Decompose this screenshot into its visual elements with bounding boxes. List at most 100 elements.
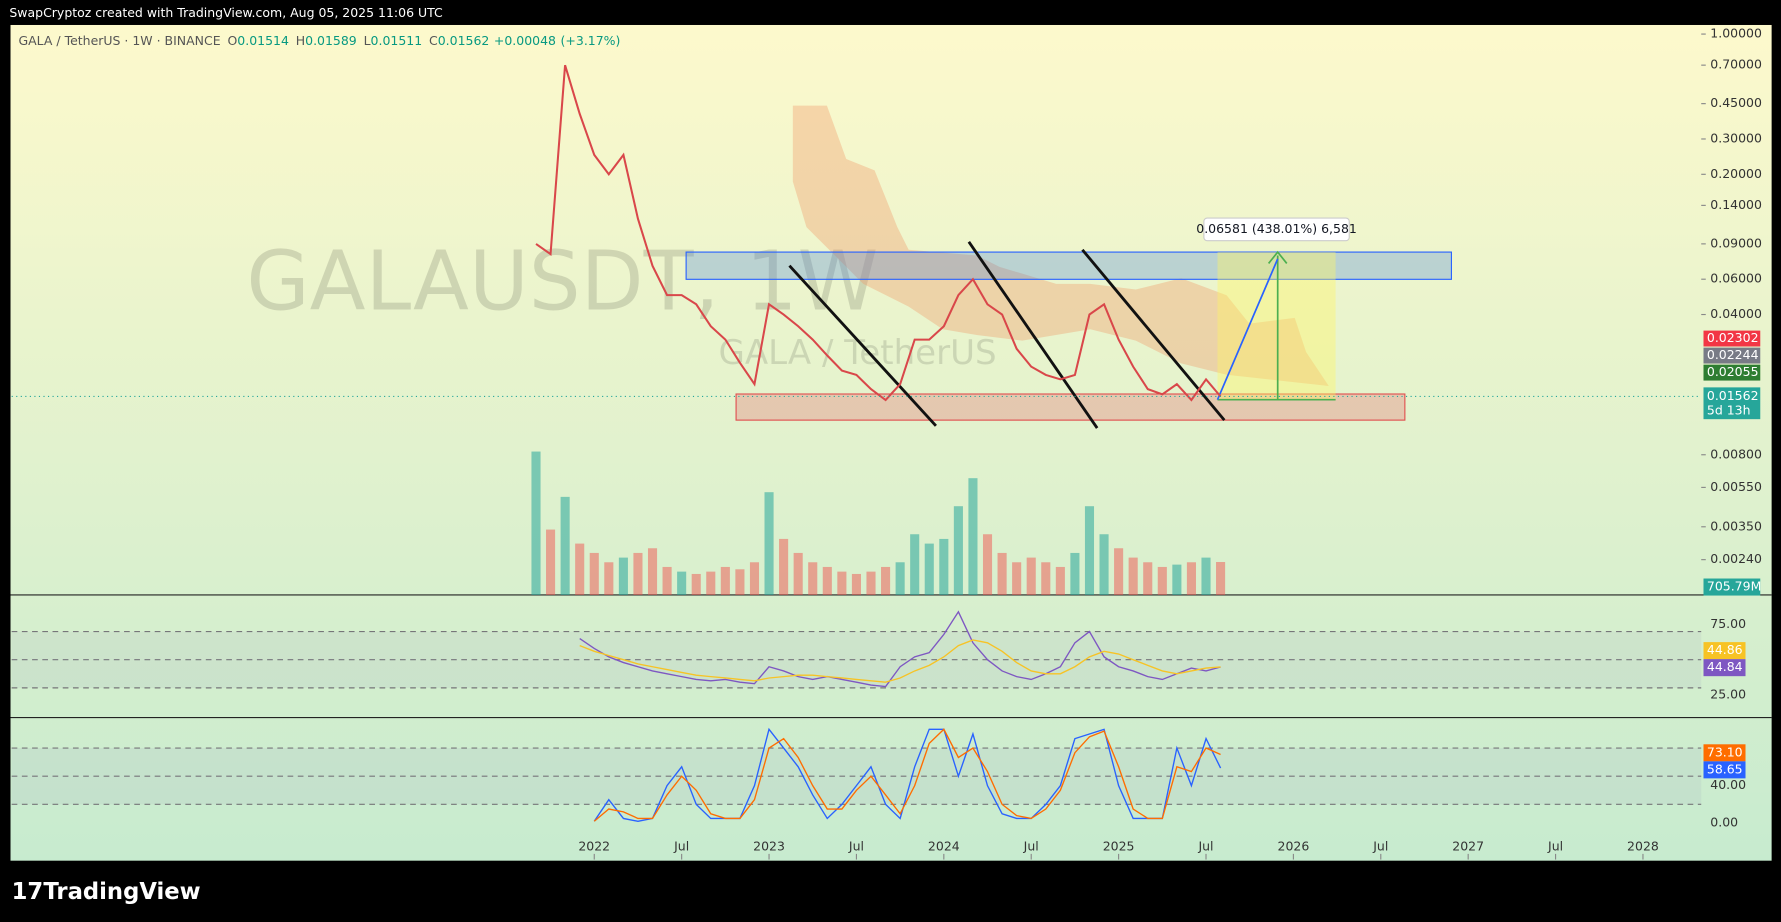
y-tick-label: 0.00550: [1710, 479, 1762, 494]
x-tick-label: 2022: [578, 839, 610, 854]
trendline: [1081, 248, 1226, 422]
x-tick-label: 2026: [1278, 839, 1310, 854]
price-tag: 0.02302: [1707, 330, 1759, 345]
volume-bar: [1216, 562, 1226, 595]
logo-mark: 17: [12, 879, 44, 905]
x-tick-label: Jul: [848, 839, 864, 854]
volume-bar: [1186, 562, 1196, 595]
volume-bar: [1084, 506, 1095, 595]
volume-bar: [1070, 552, 1080, 595]
volume-bar: [633, 552, 643, 595]
x-tick-label: Jul: [673, 839, 689, 854]
legend-value: 0.01589: [305, 32, 357, 47]
x-tick-label: 2025: [1103, 839, 1135, 854]
countdown: 5d 13h: [1707, 403, 1751, 418]
volume-bar: [604, 562, 614, 595]
volume-tag: 705.79M: [1707, 579, 1761, 594]
legend-value: 0.01511: [371, 32, 423, 47]
stoch-tag: 58.65: [1707, 761, 1743, 776]
volume-bar: [1143, 562, 1153, 595]
volume-bar: [808, 562, 818, 595]
legend-value: 0.01562: [438, 32, 490, 47]
stoch-line: [593, 728, 1221, 822]
volume-bar: [618, 557, 628, 595]
volume-bar: [953, 506, 963, 595]
legend-symbol: GALA / TetherUS · 1W · BINANCE: [18, 32, 220, 47]
volume-bar: [546, 529, 556, 595]
volume-bar: [793, 552, 803, 595]
volume-bar: [779, 538, 789, 595]
y-tick-label: 75.00: [1710, 616, 1746, 631]
volume-bar: [531, 451, 541, 595]
y-tick-label: 40.00: [1710, 777, 1746, 792]
volume-tag-bg: [1703, 578, 1761, 596]
volume-bar: [575, 543, 585, 595]
x-tick-label: 2027: [1452, 839, 1484, 854]
stoch-line: [593, 727, 1222, 822]
y-tick-label: 0.00: [1710, 815, 1738, 830]
volume-bar: [560, 496, 570, 595]
band-fill: [11, 631, 1702, 688]
support-zone: [735, 393, 1406, 421]
volume-bar: [866, 571, 876, 595]
volume-bar: [647, 548, 658, 595]
y-tick-label: 1.00000: [1710, 26, 1762, 41]
brand-logo: 17: [12, 879, 44, 905]
volume-bar: [982, 534, 993, 595]
y-tick-label: 0.04000: [1710, 306, 1762, 321]
volume-bar: [589, 552, 599, 595]
volume-bar: [939, 538, 949, 595]
x-tick-label: 2023: [753, 839, 785, 854]
y-tick-label: 0.09000: [1710, 235, 1762, 250]
x-tick-label: Jul: [1197, 839, 1213, 854]
y-tick-label: 0.00800: [1710, 446, 1762, 461]
volume-bar: [997, 552, 1007, 595]
stoch-tag-bg: [1703, 744, 1746, 762]
volume-bar: [1201, 557, 1211, 595]
volume-bar: [881, 566, 891, 595]
volume-bar: [968, 478, 978, 595]
rsi-tag-bg: [1703, 642, 1746, 660]
volume-bar: [837, 571, 847, 595]
x-tick-label: Jul: [1547, 839, 1563, 854]
y-tick-label: 0.06000: [1710, 271, 1762, 286]
price-tag-bg: [1703, 347, 1761, 364]
trendline: [788, 264, 937, 427]
legend-key: O: [227, 32, 237, 47]
legend-key: H: [296, 32, 305, 47]
volume-bar: [706, 571, 716, 595]
trendlines: [788, 241, 1226, 429]
volume-bar: [1128, 557, 1138, 595]
volume-bar: [1157, 566, 1167, 595]
pane-background: [10, 24, 1772, 861]
watermark: GALAUSDT, 1W: [246, 235, 878, 330]
volume-bar: [1055, 566, 1065, 595]
rsi-tag: 44.84: [1707, 659, 1743, 674]
volume-bar: [822, 566, 832, 595]
y-tick-label: 0.00350: [1710, 518, 1762, 533]
current-tag-bg: [1703, 387, 1761, 420]
target-box: [1217, 252, 1336, 400]
volume-bar: [1012, 562, 1022, 595]
volume-bar: [735, 569, 745, 595]
x-tick-label: Jul: [1023, 839, 1039, 854]
legend-key: L: [364, 32, 371, 47]
rsi-tag-bg: [1703, 659, 1746, 677]
current-tag: 0.01562: [1707, 388, 1759, 403]
cloud: [792, 105, 1329, 387]
x-tick-label: 2028: [1627, 839, 1659, 854]
y-tick-label: 0.70000: [1710, 57, 1762, 72]
volume-bar: [910, 534, 920, 595]
volume-bar: [1172, 564, 1182, 595]
measure-label: 0.06581 (438.01%) 6,581: [1196, 221, 1357, 236]
arrow-head: [1267, 250, 1288, 264]
measure-box: [1203, 217, 1350, 242]
legend-value: 0.01514: [237, 32, 289, 47]
volume-bar: [1026, 557, 1036, 595]
stoch-tag: 73.10: [1707, 744, 1743, 759]
trendline: [967, 241, 1099, 429]
price-tag: 0.02055: [1707, 364, 1759, 379]
rsi-line: [579, 610, 1221, 688]
